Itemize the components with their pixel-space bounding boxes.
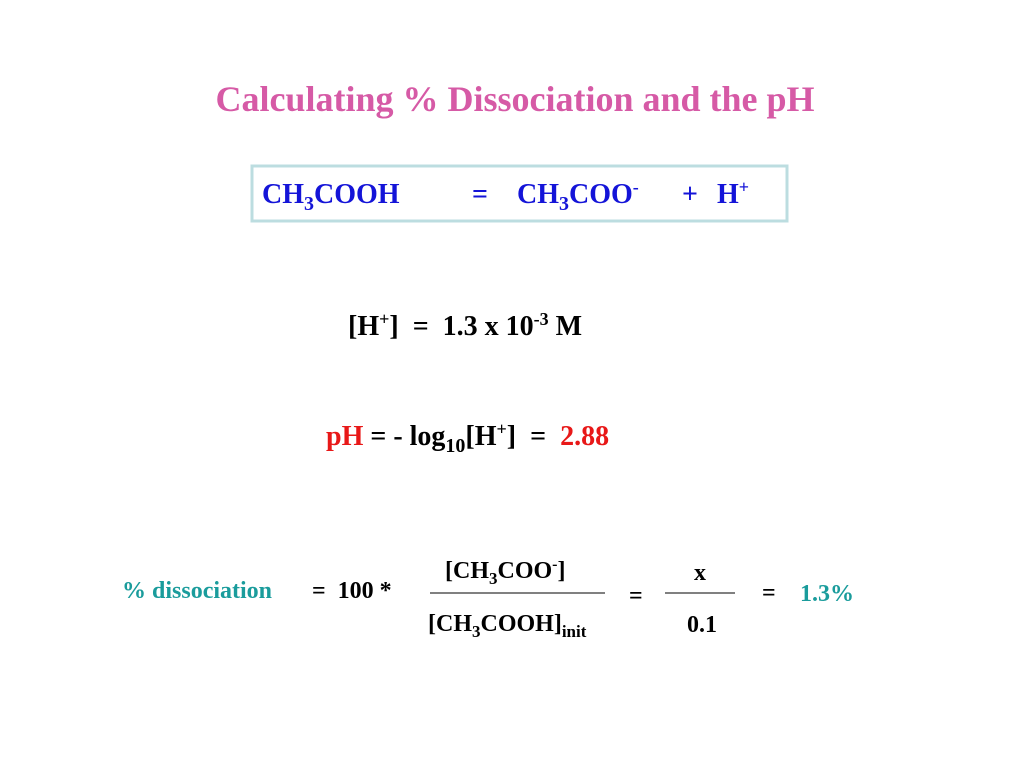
text: COOH] <box>481 611 562 637</box>
x-numerator: x <box>694 560 706 586</box>
subscript: 10 <box>445 435 465 457</box>
text: ] <box>558 558 566 584</box>
title: Calculating % Dissociation and the pH <box>215 79 814 119</box>
text: CH <box>262 179 304 210</box>
superscript: - <box>633 177 639 197</box>
text: [H <box>348 311 379 342</box>
text: ] = 1.3 x 10 <box>389 311 533 342</box>
ph-value: 2.88 <box>560 421 609 452</box>
equation-box <box>250 164 789 223</box>
superscript: - <box>552 556 557 573</box>
lhs: = 100 * <box>312 578 392 604</box>
subscript: 3 <box>472 622 481 641</box>
ph-line: pH = - log10[H+] = 2.88 <box>326 419 609 457</box>
dissociation-label: % dissociation <box>122 578 272 604</box>
dissociation: % dissociation = 100 * [CH3COO-] [CH3COO… <box>122 556 854 641</box>
equals: = <box>629 583 643 609</box>
superscript: + <box>379 309 389 329</box>
numerator: [CH3COO-] <box>445 556 566 588</box>
text: ] = <box>507 421 560 452</box>
subscript: 3 <box>489 569 498 588</box>
text: COO <box>498 558 553 584</box>
x-denominator: 0.1 <box>687 612 717 638</box>
text: COO <box>569 179 633 210</box>
equals: = <box>762 580 776 606</box>
plus: + <box>682 179 698 210</box>
denominator: [CH3COOH]init <box>428 611 587 641</box>
text: M <box>549 311 582 342</box>
text: CH <box>517 179 559 210</box>
equals: = <box>472 179 488 210</box>
subscript: init <box>562 622 587 641</box>
superscript: -3 <box>534 309 549 329</box>
ph-label: pH <box>326 421 364 452</box>
equation: CH3COOH = CH3COO- + H+ <box>0 169 770 215</box>
subscript: 3 <box>304 193 314 215</box>
superscript: + <box>497 419 507 439</box>
subscript: 3 <box>559 193 569 215</box>
h-concentration: [H+] = 1.3 x 10-3 M <box>348 309 582 342</box>
text: [H <box>465 421 496 452</box>
superscript: + <box>739 177 749 197</box>
text: = - log <box>363 421 445 452</box>
text: H <box>717 179 739 210</box>
text: COOH <box>314 179 400 210</box>
text: [CH <box>428 611 472 637</box>
text: [CH <box>445 558 489 584</box>
result: 1.3% <box>800 581 854 607</box>
